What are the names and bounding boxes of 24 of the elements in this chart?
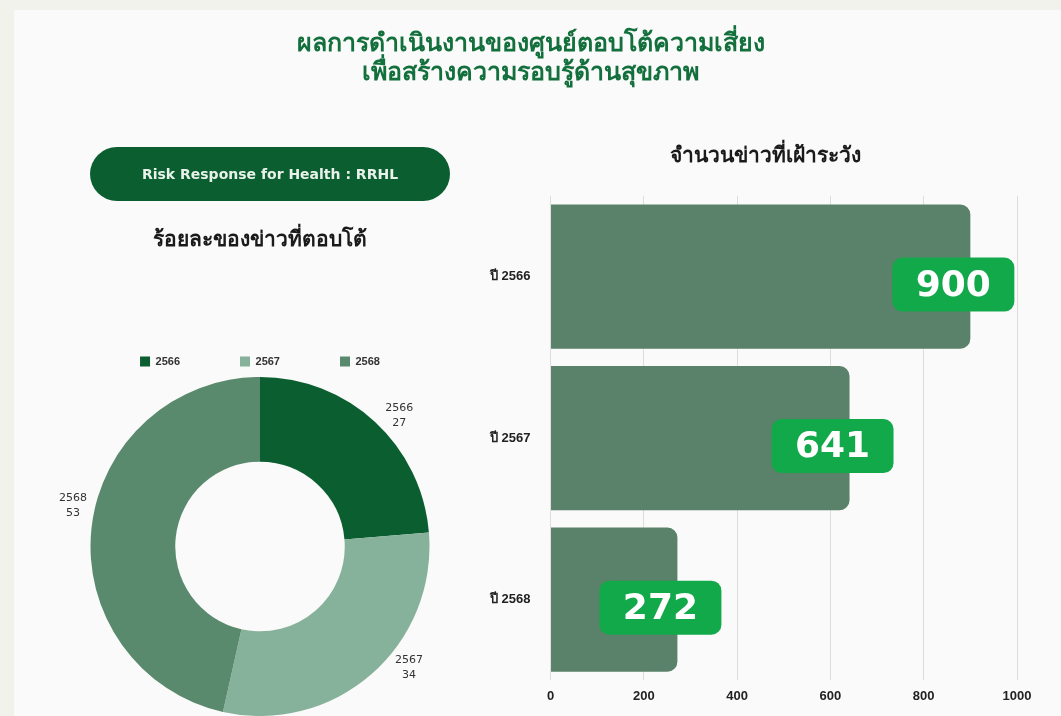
x-tick-label: 600	[819, 687, 842, 703]
slice-label: 2568	[58, 491, 87, 505]
data-label: 272	[622, 585, 698, 627]
y-tick-label: ปี 2568	[488, 591, 531, 607]
y-tick-label: ปี 2567	[488, 429, 531, 445]
x-tick-label: 1000	[1002, 687, 1032, 703]
chart-title: จำนวนข่าวที่เฝ้าระวัง	[669, 138, 862, 169]
x-tick-label: 400	[726, 687, 748, 703]
data-label: 34	[401, 667, 416, 681]
slice-label: 2566	[385, 400, 414, 414]
y-tick-label: ปี 2566	[488, 268, 531, 284]
x-tick-label: 800	[912, 687, 935, 703]
data-label: 900	[915, 262, 991, 304]
x-tick-label: 0	[546, 687, 555, 703]
text: Risk Response for Health : RRHL	[90, 147, 450, 201]
slice-label: 2567	[394, 652, 423, 666]
chart-title: ร้อยละของข่าวที่ตอบโต้	[152, 222, 368, 253]
legend-label: 2566	[155, 354, 181, 367]
legend-label: 2567	[255, 354, 280, 367]
legend-label: 2568	[355, 354, 380, 367]
x-tick-label: 200	[632, 687, 655, 703]
data-label: 53	[65, 506, 80, 520]
data-label: 27	[392, 415, 407, 429]
data-label: 641	[794, 424, 871, 466]
